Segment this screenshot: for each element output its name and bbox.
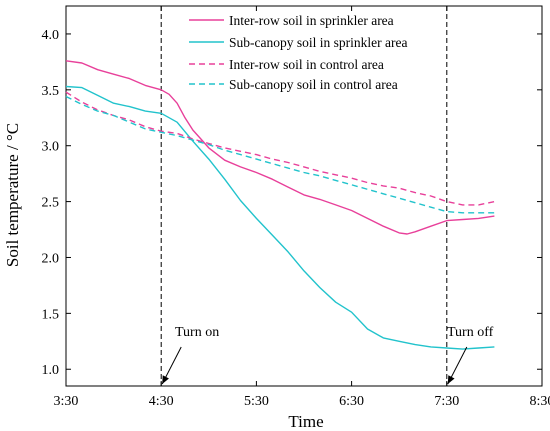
- x-tick-label: 3:30: [54, 394, 79, 409]
- series-line-0: [65, 60, 495, 235]
- y-tick-label: 2.0: [42, 251, 60, 266]
- y-tick-label: 2.5: [42, 196, 60, 211]
- legend: Inter-row soil in sprinkler area Sub-can…: [189, 13, 407, 92]
- x-tick-label: 7:30: [434, 394, 459, 409]
- legend-label-sub-canopy-sprinkler: Sub-canopy soil in sprinkler area: [229, 35, 407, 50]
- plot-area: 3:30 4:30 5:30 6:30 7:30 8:30 1.0 1.5 2.0 2.5 3.0 3…: [42, 5, 550, 409]
- x-tick-label: 5:30: [244, 394, 269, 409]
- x-tick-label: 4:30: [149, 394, 174, 409]
- turn-off-label: Turn off: [447, 325, 494, 340]
- turn-off-arrow-head: [447, 375, 455, 384]
- legend-label-inter-row-control: Inter-row soil in control area: [229, 57, 384, 72]
- legend-label-sub-canopy-control: Sub-canopy soil in control area: [229, 77, 398, 92]
- y-tick-label: 3.5: [42, 84, 60, 99]
- y-tick-label: 1.5: [42, 307, 60, 322]
- turn-on-arrow-head: [162, 375, 169, 384]
- series-line-1: [65, 85, 495, 350]
- y-tick-label: 1.0: [42, 363, 60, 378]
- legend-label-inter-row-sprinkler: Inter-row soil in sprinkler area: [229, 13, 394, 28]
- plot-frame: [65, 5, 543, 387]
- series-line-3: [65, 95, 495, 214]
- y-axis-title: Soil temperature / °C: [3, 123, 22, 267]
- x-tick-label: 8:30: [530, 394, 550, 409]
- y-tick-label: 3.0: [42, 140, 60, 155]
- series-line-2: [65, 91, 495, 206]
- x-tick-label: 6:30: [339, 394, 364, 409]
- y-tick-label: 4.0: [42, 28, 60, 43]
- x-axis-title: Time: [288, 412, 323, 431]
- turn-on-label: Turn on: [175, 325, 219, 340]
